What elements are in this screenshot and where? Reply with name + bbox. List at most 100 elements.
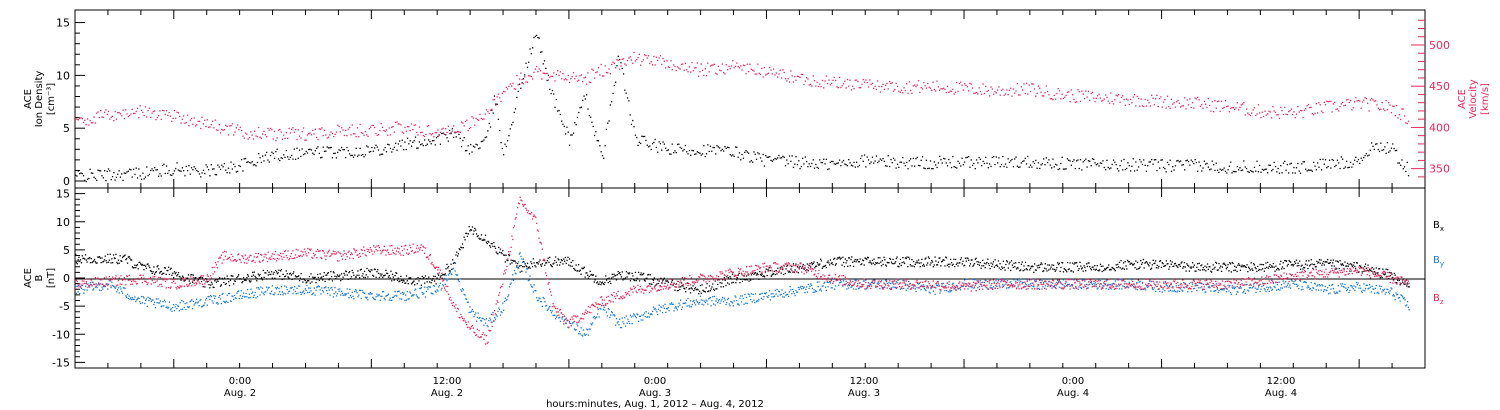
data-point — [665, 147, 667, 149]
data-point — [1314, 165, 1316, 167]
data-point — [365, 297, 367, 299]
data-point — [590, 116, 592, 118]
data-point — [243, 158, 245, 160]
data-point — [604, 281, 606, 284]
data-point — [1213, 164, 1215, 166]
data-point — [761, 67, 763, 70]
data-point — [1044, 263, 1046, 265]
data-point — [269, 292, 271, 294]
data-point — [994, 259, 996, 261]
data-point — [317, 286, 319, 288]
data-point — [1353, 101, 1356, 103]
data-point — [202, 305, 204, 307]
data-point — [298, 275, 300, 277]
data-point — [245, 292, 247, 295]
data-point — [290, 274, 292, 276]
data-point — [773, 273, 775, 275]
data-point — [1209, 169, 1211, 171]
data-point — [215, 174, 218, 176]
data-point — [131, 299, 133, 301]
data-point — [314, 150, 316, 152]
data-point — [414, 289, 416, 291]
data-point — [665, 67, 667, 69]
data-point — [1048, 159, 1050, 161]
data-point — [1090, 165, 1092, 167]
data-point — [827, 82, 829, 85]
data-point — [1376, 272, 1378, 274]
data-point — [190, 167, 193, 169]
data-point — [1225, 264, 1227, 267]
data-point — [209, 287, 211, 289]
data-point — [503, 154, 505, 156]
data-point — [421, 292, 423, 294]
data-point — [225, 169, 227, 171]
data-point — [235, 278, 237, 280]
data-point — [98, 289, 101, 291]
data-point — [1297, 106, 1299, 108]
data-point — [393, 131, 395, 133]
data-point — [289, 273, 291, 275]
data-point — [205, 278, 207, 280]
data-point — [946, 264, 948, 267]
data-point — [842, 159, 845, 162]
data-point — [1396, 149, 1398, 152]
data-point — [582, 99, 584, 101]
data-point — [163, 267, 166, 269]
data-point — [1367, 102, 1369, 104]
data-point — [415, 278, 417, 280]
data-point — [554, 260, 556, 262]
y-tick-label: 10 — [56, 69, 70, 82]
data-point — [563, 258, 565, 260]
data-point — [715, 288, 717, 290]
data-point — [1245, 108, 1248, 110]
b-tick-label: 0 — [63, 272, 70, 285]
data-point — [1104, 268, 1106, 270]
data-point — [268, 161, 270, 163]
data-point — [154, 167, 156, 169]
data-point — [370, 293, 372, 295]
data-point — [1035, 95, 1037, 97]
data-point — [143, 269, 145, 271]
data-point — [301, 278, 303, 280]
data-point — [917, 282, 919, 285]
data-point — [1311, 263, 1313, 265]
data-point — [333, 135, 335, 138]
data-point — [970, 259, 972, 261]
data-point — [844, 80, 846, 82]
data-point — [755, 158, 758, 160]
data-point — [384, 146, 386, 149]
data-point — [1122, 262, 1125, 264]
data-point — [1190, 267, 1192, 269]
data-point — [1053, 268, 1055, 271]
data-point — [1365, 153, 1367, 155]
data-point — [602, 283, 604, 285]
data-point — [1363, 157, 1365, 159]
data-point — [736, 277, 739, 279]
data-point — [647, 273, 650, 276]
data-point — [354, 278, 356, 280]
data-point — [752, 161, 754, 163]
data-point — [531, 286, 534, 288]
data-point — [1277, 167, 1279, 170]
data-point — [366, 134, 368, 136]
data-point — [318, 279, 320, 282]
data-point — [748, 152, 750, 154]
data-point — [859, 258, 861, 260]
data-point — [347, 128, 349, 130]
data-point — [607, 122, 609, 124]
data-point — [1316, 260, 1318, 263]
data-point — [866, 286, 869, 289]
data-point — [1220, 100, 1223, 102]
data-point — [523, 266, 525, 268]
data-point — [340, 273, 343, 275]
data-point — [291, 154, 293, 157]
data-point — [1302, 268, 1304, 270]
data-point — [761, 292, 763, 295]
data-point — [1091, 158, 1094, 160]
data-point — [815, 85, 817, 87]
data-point — [97, 284, 99, 286]
data-point — [317, 276, 320, 279]
data-point — [465, 298, 467, 300]
data-point — [457, 255, 459, 257]
data-point — [1259, 164, 1261, 167]
